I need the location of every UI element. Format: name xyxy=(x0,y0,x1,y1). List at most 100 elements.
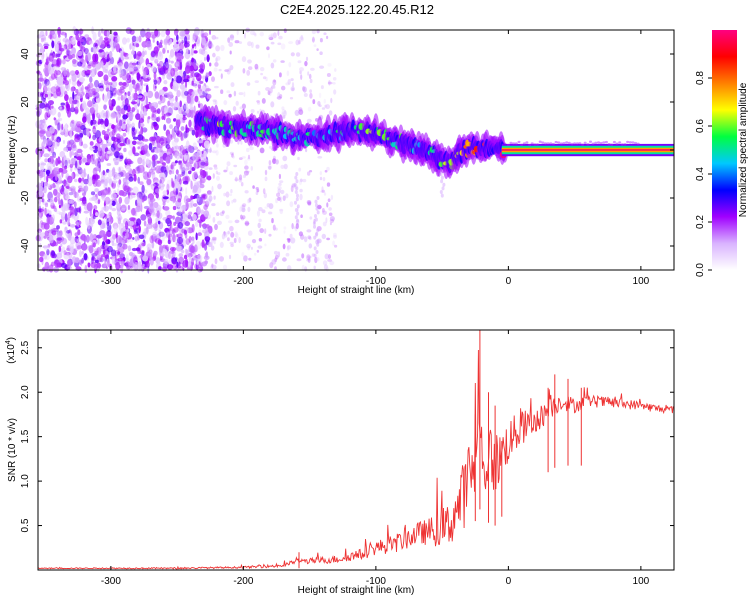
spectrogram-cell xyxy=(75,160,78,169)
spectrogram-cell xyxy=(135,53,141,60)
spectrogram-cell xyxy=(570,142,574,146)
spectrogram-cell xyxy=(193,50,198,54)
spectrogram-cell xyxy=(214,258,218,265)
spectrogram-cell xyxy=(185,127,190,133)
spectrogram-cell xyxy=(113,137,118,142)
spectrogram-cell xyxy=(179,178,182,185)
spectrogram-cell xyxy=(199,64,204,69)
spectrogram-cell xyxy=(228,93,232,98)
spectrogram-cell xyxy=(40,123,48,130)
spectrogram-cell xyxy=(172,215,175,220)
spectrogram-cell xyxy=(73,201,77,208)
spectrogram-cell xyxy=(77,61,83,67)
spectrogram-cell xyxy=(575,142,579,145)
spectrogram-cell xyxy=(142,255,149,262)
spectrogram-cell xyxy=(78,177,82,183)
colorbar: 0.00.20.40.60.8 Normalized spectral ampl… xyxy=(695,30,749,277)
spectrogram-cell xyxy=(108,136,112,144)
spectrogram-cell xyxy=(129,29,135,35)
spectrogram-cell xyxy=(39,102,46,109)
spectrogram-cell xyxy=(313,224,316,229)
spectrogram-cell xyxy=(178,261,181,266)
spectrogram-cell xyxy=(193,105,196,114)
spectrogram-x-ticks: -300 -200 -100 0 100 xyxy=(101,30,650,287)
spectrogram-cell xyxy=(306,229,312,233)
spectrogram-cell xyxy=(157,64,163,72)
spectrogram-cell xyxy=(63,68,67,77)
spectrogram-cell xyxy=(57,26,61,36)
spectrogram-cell xyxy=(106,44,111,49)
spectrogram-cell xyxy=(312,221,316,226)
spectrogram-cell xyxy=(256,210,261,217)
spectrogram-cell xyxy=(300,214,303,218)
spectrogram-cell xyxy=(134,102,138,111)
spectrogram-cell xyxy=(121,204,127,210)
spectrogram-cell xyxy=(162,73,166,80)
spectrogram-cell xyxy=(64,123,68,132)
spectrogram-cell xyxy=(44,90,48,94)
spectrogram-cell xyxy=(297,156,300,161)
spectrogram-cell xyxy=(313,235,317,240)
spectrogram-cell xyxy=(326,35,329,40)
spectrogram-cell xyxy=(178,253,184,258)
spectrogram-cell xyxy=(174,151,178,159)
spectrogram-cell xyxy=(207,241,213,247)
spectrogram-cell xyxy=(317,101,321,106)
spectrogram-cell xyxy=(84,185,89,192)
spectrogram-cell xyxy=(107,90,111,100)
spectrogram-cell xyxy=(68,187,73,191)
spectrogram-cell xyxy=(146,63,152,68)
spectrogram-cell xyxy=(97,70,104,77)
spectrogram-cell xyxy=(171,85,177,90)
spectrogram-cell xyxy=(226,166,229,172)
spectrogram-cell xyxy=(157,220,161,225)
spectrogram-cell xyxy=(264,243,267,247)
spectrogram-cell xyxy=(174,145,180,150)
spectrogram-cell xyxy=(184,80,188,89)
spectrogram-cell xyxy=(116,203,121,209)
spectrogram-cell xyxy=(259,147,265,154)
spectrogram-cell xyxy=(229,225,234,232)
spectrogram-cell xyxy=(233,90,237,97)
spectrogram-cell xyxy=(312,36,315,43)
spectrogram-cell xyxy=(631,141,635,144)
spectrogram-cell xyxy=(222,264,228,270)
spectrogram-cell xyxy=(319,38,323,43)
spectrogram-cell xyxy=(200,261,208,267)
spectrogram-cell xyxy=(565,141,569,144)
spectrogram-cell xyxy=(89,141,94,146)
spectrogram-cell xyxy=(174,160,178,164)
spectrogram-cell xyxy=(58,245,62,253)
spectrogram-cell xyxy=(210,245,215,251)
spectrogram-cell xyxy=(89,233,94,242)
spectrogram-cell xyxy=(244,165,249,170)
spectrogram-cell xyxy=(300,74,303,80)
spectrogram-cell xyxy=(302,86,307,93)
spectrogram-cell xyxy=(74,106,79,115)
spectrogram-cell xyxy=(166,183,170,192)
spectrogram-cell xyxy=(200,200,206,204)
spectrogram-cell xyxy=(323,98,326,104)
spectrogram-cell xyxy=(327,198,331,202)
spectrogram-cell xyxy=(63,250,67,256)
spectrogram-cell xyxy=(247,157,251,161)
spectrogram-cell xyxy=(62,37,69,43)
spectrogram-cell xyxy=(204,213,211,220)
spectrogram-cell xyxy=(180,146,183,152)
spectrogram-cell xyxy=(196,194,200,202)
spectrogram-cell xyxy=(305,56,309,62)
spectrogram-cell xyxy=(283,163,288,170)
spectrogram-cell xyxy=(309,78,313,84)
spectrogram-cell xyxy=(122,51,126,56)
x-tick-label: -100 xyxy=(366,576,386,587)
spectrogram-cell xyxy=(38,213,42,218)
spectrogram-cell xyxy=(47,62,52,69)
spectrogram-cell xyxy=(71,256,77,264)
spectrogram-cell xyxy=(277,188,281,194)
spectrogram-cell xyxy=(209,30,211,35)
spectrogram-cell xyxy=(170,60,174,64)
spectrogram-cell xyxy=(86,40,89,45)
colorbar-tick-label: 0.4 xyxy=(695,167,706,181)
spectrogram-cell xyxy=(105,110,110,119)
spectrogram-cell xyxy=(224,231,228,238)
